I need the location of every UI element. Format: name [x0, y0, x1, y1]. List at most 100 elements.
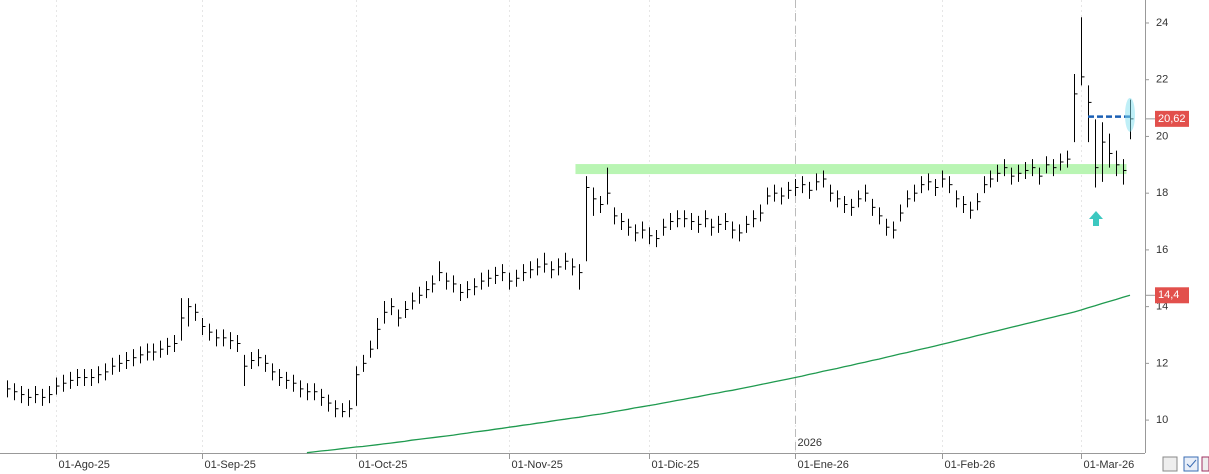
ohlc-bar [914, 184, 918, 202]
ohlc-bar [956, 190, 960, 208]
x-tick-label: 01-Nov-25 [512, 459, 563, 471]
last-bar-highlight [1124, 97, 1135, 132]
ohlc-bar [153, 343, 157, 361]
ohlc-bar [167, 337, 171, 355]
ohlc-bar [21, 386, 25, 404]
ohlc-bar [126, 352, 130, 370]
ohlc-bar [453, 275, 457, 293]
ohlc-bar [335, 400, 339, 418]
ohlc-bar [579, 264, 583, 290]
ohlc-bar [523, 264, 527, 282]
ohlc-bar [621, 213, 625, 231]
ohlc-bar [1088, 85, 1092, 143]
ohlc-bar [7, 380, 11, 398]
ohlc-bar [140, 346, 144, 364]
ohlc-bar [181, 298, 185, 341]
ohlc-bar [474, 278, 478, 296]
ohlc-bar [823, 170, 827, 188]
x-tick-label: 01-Feb-26 [945, 459, 996, 471]
ohlc-bar [837, 190, 841, 208]
up-arrow [1089, 211, 1103, 226]
ohlc-bar [760, 204, 764, 222]
x-tick-label: 01-Ago-25 [59, 459, 110, 471]
price-marker-label: 14,4 [1158, 289, 1179, 301]
ohlc-bar [391, 298, 395, 316]
ohlc-bar [963, 196, 967, 214]
ohlc-bar [942, 170, 946, 188]
ohlc-bar [572, 258, 576, 276]
ohlc-bar [711, 218, 715, 236]
ohlc-bar [781, 187, 785, 205]
ohlc-bar [300, 380, 304, 398]
ohlc-bar [844, 196, 848, 214]
save-icon[interactable] [1201, 456, 1209, 472]
ohlc-bar [1032, 159, 1036, 177]
ohlc-bar [774, 184, 778, 202]
ohlc-bar [56, 377, 60, 395]
ohlc-bar [258, 349, 262, 367]
ohlc-bar [244, 354, 248, 387]
ohlc-bar [279, 369, 283, 387]
check-mark [1186, 459, 1197, 468]
ohlc-bar [216, 329, 220, 347]
ohlc-bar [488, 269, 492, 287]
ohlc-bar [119, 354, 123, 372]
ohlc-bar [600, 196, 604, 214]
ohlc-bar [202, 317, 206, 335]
ohlc-bar [174, 334, 178, 353]
ohlc-bar [237, 334, 241, 353]
ohlc-bar [593, 187, 597, 216]
check-icon[interactable] [1183, 456, 1199, 472]
ohlc-bar [1046, 156, 1050, 174]
ohlc-bar [935, 178, 939, 197]
ohlc-bar [977, 193, 981, 211]
ohlc-bar [732, 221, 736, 239]
ohlc-bar [949, 176, 953, 194]
ohlc-bar [188, 298, 192, 327]
ohlc-bar [321, 388, 325, 406]
ohlc-bar [42, 388, 46, 406]
ohlc-bar [405, 300, 409, 318]
ohlc-bar [684, 210, 688, 228]
ohlc-bar [342, 403, 346, 418]
ohlc-bar [251, 352, 255, 370]
ohlc-bar [830, 184, 834, 202]
ohlc-bar [432, 275, 436, 293]
ohlc-bar [91, 369, 95, 387]
ohlc-bar [377, 317, 381, 350]
ohlc-bar [614, 207, 618, 225]
ohlc-bar [530, 261, 534, 279]
ohlc-bar [1095, 119, 1099, 188]
ohlc-bar [1018, 164, 1022, 182]
zoom-icon[interactable] [1162, 456, 1178, 472]
price-marker-label: 20,62 [1158, 113, 1186, 125]
ohlc-bar [900, 204, 904, 222]
y-tick-label: 14 [1156, 301, 1168, 313]
ohlc-bar [14, 383, 18, 401]
ohlc-bar [970, 201, 974, 219]
ohlc-bar [663, 218, 667, 236]
ohlc-bar [586, 176, 590, 262]
ohlc-bar [872, 198, 876, 216]
ohlc-bar [286, 371, 290, 389]
y-tick-label: 18 [1156, 187, 1168, 199]
ohlc-bar [502, 264, 506, 282]
y-tick-label: 12 [1156, 357, 1168, 369]
toolbar-icons[interactable] [1162, 456, 1209, 472]
ohlc-bar [209, 323, 213, 341]
x-tick-label: 01-Mar-26 [1084, 459, 1135, 471]
ohlc-bar [691, 213, 695, 231]
ohlc-bar [112, 357, 116, 375]
x-tick-label: 01-Ene-26 [798, 459, 849, 471]
ohlc-bar [928, 173, 932, 191]
ohlc-bar [642, 221, 646, 239]
ohlc-bar [195, 303, 199, 321]
ohlc-bar [84, 369, 88, 387]
ohlc-bar [230, 332, 234, 350]
ohlc-bar [35, 386, 39, 404]
ohlc-bar [1116, 150, 1120, 177]
ohlc-bar [363, 354, 367, 372]
x-tick-label: 01-Sep-25 [205, 459, 256, 471]
